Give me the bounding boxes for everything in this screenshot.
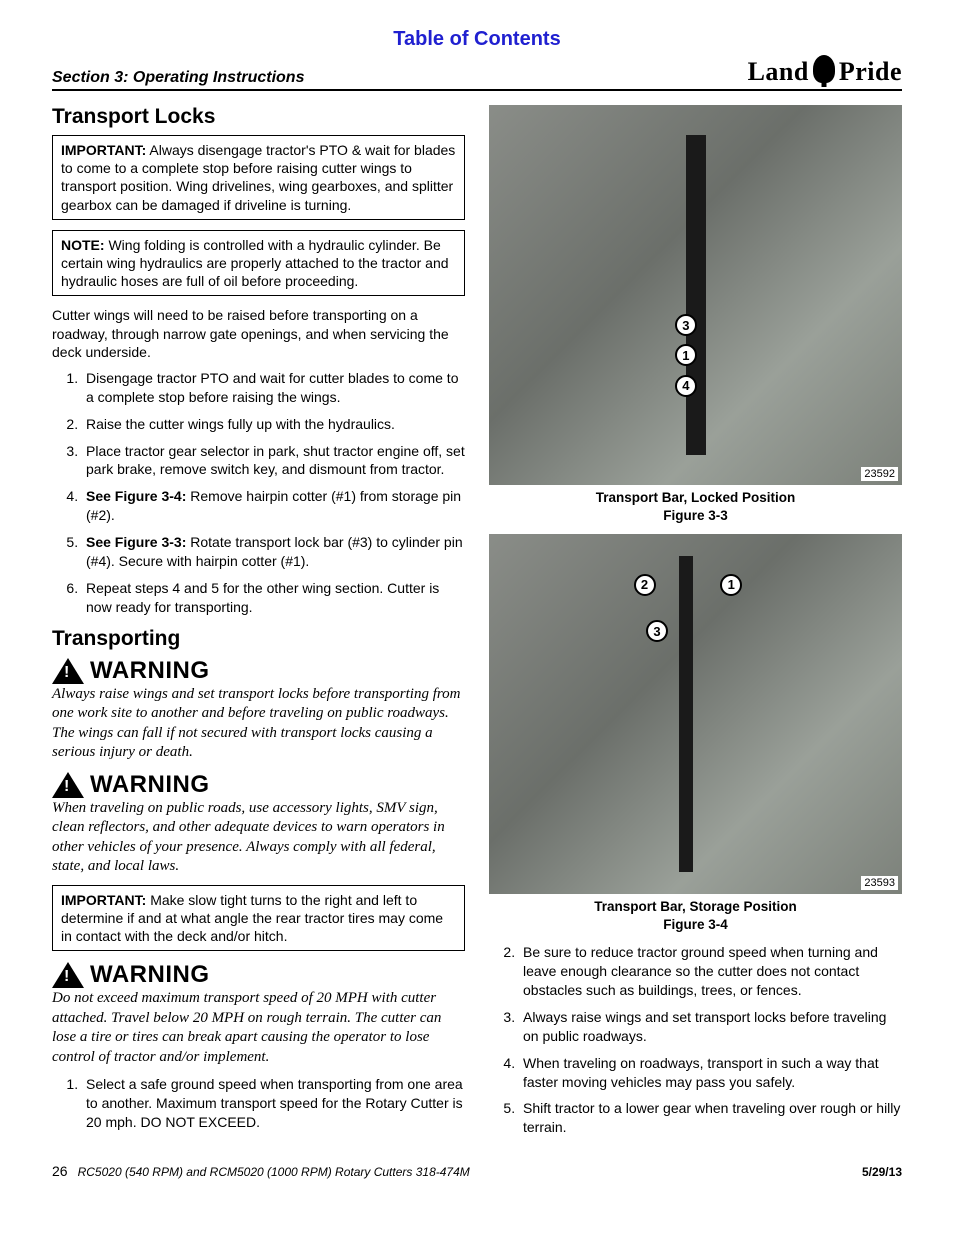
footer-date: 5/29/13 — [862, 1165, 902, 1179]
caption-line: Transport Bar, Locked Position — [489, 489, 902, 507]
warning-text-3: Do not exceed maximum transport speed of… — [52, 989, 465, 1067]
step-item: See Figure 3-3: Rotate transport lock ba… — [82, 533, 465, 571]
step-lead: See Figure 3-3: — [86, 534, 186, 550]
figure-caption-2: Transport Bar, Storage Position Figure 3… — [489, 898, 902, 933]
step-text: Repeat steps 4 and 5 for the other wing … — [86, 580, 439, 615]
transport-locks-steps: Disengage tractor PTO and wait for cutte… — [52, 369, 465, 617]
tree-icon — [813, 55, 835, 83]
figure-callout: 1 — [720, 574, 742, 596]
figure-3-3: 23592 314 Transport Bar, Locked Position… — [489, 105, 902, 524]
step-item: Place tractor gear selector in park, shu… — [82, 442, 465, 480]
warning-text-1: Always raise wings and set transport loc… — [52, 685, 465, 763]
figure-callout: 3 — [646, 620, 668, 642]
step-text: Be sure to reduce tractor ground speed w… — [523, 944, 878, 998]
step-item: Be sure to reduce tractor ground speed w… — [519, 943, 902, 1000]
step-item: Always raise wings and set transport loc… — [519, 1008, 902, 1046]
figure-callout: 4 — [675, 375, 697, 397]
heading-transport-locks: Transport Locks — [52, 105, 465, 129]
warning-text-2: When traveling on public roads, use acce… — [52, 799, 465, 877]
step-text: Shift tractor to a lower gear when trave… — [523, 1100, 900, 1135]
transporting-steps-left: Select a safe ground speed when transpor… — [52, 1075, 465, 1132]
warning-block-3: WARNING Do not exceed maximum transport … — [52, 961, 465, 1067]
page-number: 26 — [52, 1163, 68, 1179]
important-lead: IMPORTANT: — [61, 142, 146, 158]
logo-right: Pride — [839, 57, 902, 87]
warning-icon — [52, 772, 84, 798]
step-text: Disengage tractor PTO and wait for cutte… — [86, 370, 458, 405]
step-item: Repeat steps 4 and 5 for the other wing … — [82, 579, 465, 617]
note-box: NOTE: Wing folding is controlled with a … — [52, 230, 465, 297]
note-text: Wing folding is controlled with a hydrau… — [61, 237, 449, 289]
figure-image-2: 23593 2 1 3 — [489, 534, 902, 894]
right-column: 23592 314 Transport Bar, Locked Position… — [489, 105, 902, 1145]
note-lead: NOTE: — [61, 237, 105, 253]
figure-image-1: 23592 314 — [489, 105, 902, 485]
footer-title: RC5020 (540 RPM) and RCM5020 (1000 RPM) … — [78, 1165, 470, 1179]
warning-block-2: WARNING When traveling on public roads, … — [52, 771, 465, 877]
toc-link[interactable]: Table of Contents — [52, 28, 902, 51]
step-lead: See Figure 3-4: — [86, 488, 186, 504]
warning-label: WARNING — [90, 657, 210, 685]
logo-left: Land — [748, 57, 809, 87]
warning-icon — [52, 658, 84, 684]
warning-label: WARNING — [90, 771, 210, 799]
warning-block-1: WARNING Always raise wings and set trans… — [52, 657, 465, 763]
step-text: Always raise wings and set transport loc… — [523, 1009, 886, 1044]
page: Table of Contents Section 3: Operating I… — [0, 0, 954, 1199]
caption-line: Figure 3-4 — [489, 916, 902, 934]
section-label: Section 3: Operating Instructions — [52, 69, 304, 87]
important-box-2: IMPORTANT: Make slow tight turns to the … — [52, 885, 465, 952]
transporting-steps-right: Be sure to reduce tractor ground speed w… — [489, 943, 902, 1137]
figure-callout: 2 — [634, 574, 656, 596]
content-columns: Transport Locks IMPORTANT: Always diseng… — [52, 105, 902, 1145]
figure-3-4: 23593 2 1 3 Transport Bar, Storage Positio… — [489, 534, 902, 933]
page-footer: 26 RC5020 (540 RPM) and RCM5020 (1000 RP… — [52, 1163, 902, 1179]
caption-line: Figure 3-3 — [489, 507, 902, 525]
step-item: Disengage tractor PTO and wait for cutte… — [82, 369, 465, 407]
step-item: When traveling on roadways, transport in… — [519, 1054, 902, 1092]
step-text: Select a safe ground speed when transpor… — [86, 1076, 463, 1130]
warning-label: WARNING — [90, 961, 210, 989]
figure-callout: 3 — [675, 314, 697, 336]
step-text: Place tractor gear selector in park, shu… — [86, 443, 465, 478]
step-item: Raise the cutter wings fully up with the… — [82, 415, 465, 434]
important-lead: IMPORTANT: — [61, 892, 146, 908]
left-column: Transport Locks IMPORTANT: Always diseng… — [52, 105, 465, 1145]
step-text: When traveling on roadways, transport in… — [523, 1055, 879, 1090]
caption-line: Transport Bar, Storage Position — [489, 898, 902, 916]
page-header: Section 3: Operating Instructions Land P… — [52, 55, 902, 91]
important-box-1: IMPORTANT: Always disengage tractor's PT… — [52, 135, 465, 220]
heading-transporting: Transporting — [52, 627, 465, 651]
intro-paragraph: Cutter wings will need to be raised befo… — [52, 306, 465, 361]
figure-caption-1: Transport Bar, Locked Position Figure 3-… — [489, 489, 902, 524]
brand-logo: Land Pride — [748, 55, 902, 87]
warning-icon — [52, 962, 84, 988]
image-number: 23593 — [861, 876, 898, 890]
image-number: 23592 — [861, 467, 898, 481]
step-item: Shift tractor to a lower gear when trave… — [519, 1099, 902, 1137]
step-text: Raise the cutter wings fully up with the… — [86, 416, 395, 432]
step-item: See Figure 3-4: Remove hairpin cotter (#… — [82, 487, 465, 525]
step-item: Select a safe ground speed when transpor… — [82, 1075, 465, 1132]
